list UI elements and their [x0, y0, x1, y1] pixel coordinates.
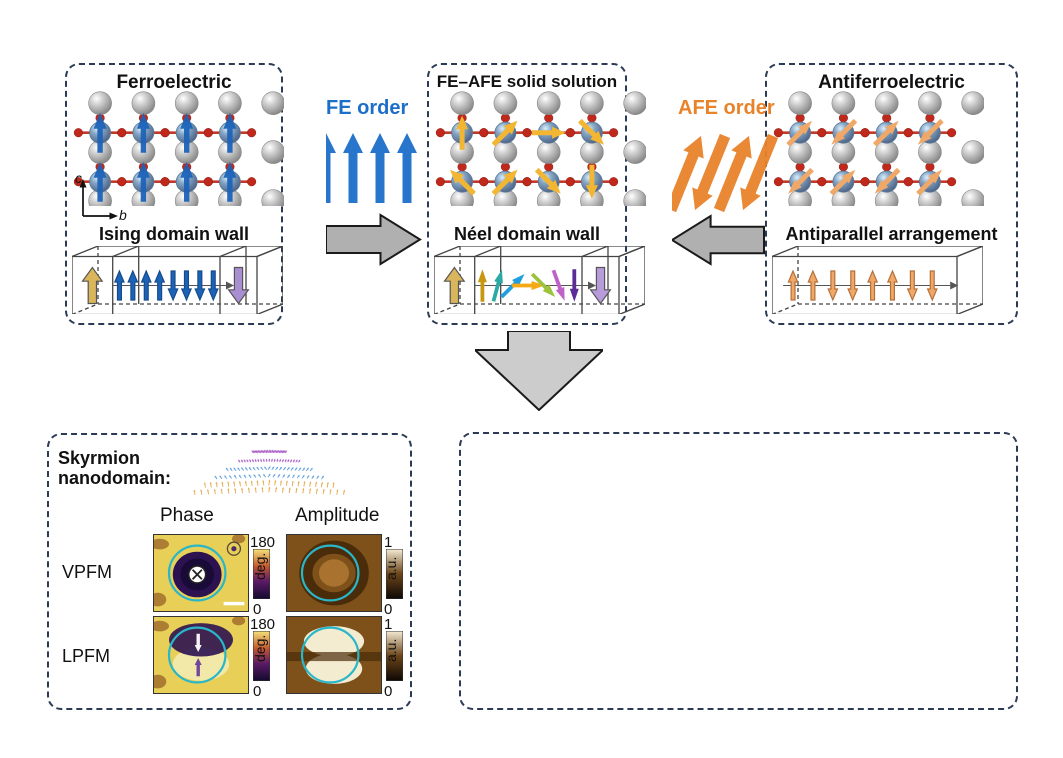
svg-text:c: c — [75, 170, 82, 186]
svg-text:b: b — [119, 207, 127, 223]
